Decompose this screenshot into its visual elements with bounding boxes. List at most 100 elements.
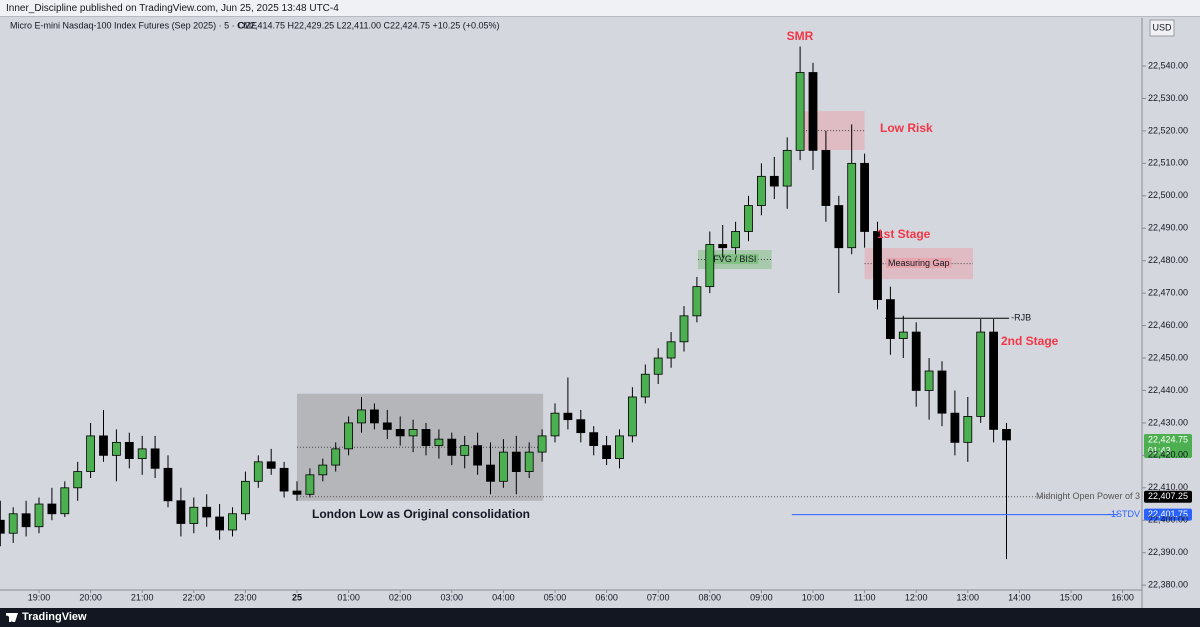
- candle-body: [357, 409, 366, 424]
- x-tick-label: 22:00: [183, 592, 206, 602]
- symbol-title: Micro E-mini Nasdaq-100 Index Futures (S…: [10, 20, 257, 30]
- candle-body: [253, 461, 263, 482]
- candle-body: [408, 428, 418, 437]
- level-label: -RJB: [1011, 313, 1031, 323]
- candle-body: [563, 412, 573, 421]
- x-tick-label: 05:00: [544, 592, 567, 602]
- y-tick-label: 22,400.00: [1148, 515, 1188, 525]
- zone-label-bg: [886, 257, 952, 268]
- candle-body: [989, 331, 998, 430]
- annotation: Low Risk: [880, 121, 933, 135]
- y-tick-label: 22,540.00: [1148, 60, 1188, 70]
- candle-body: [473, 445, 482, 466]
- candle-body: [769, 175, 779, 187]
- x-tick-label: 15:00: [1060, 592, 1083, 602]
- x-tick-label: 08:00: [699, 592, 722, 602]
- candle-body: [305, 474, 315, 495]
- candle-body: [21, 513, 31, 528]
- candle-body: [124, 441, 134, 459]
- chart: FVG / BISI Measuring Gap -RJB Midnight Ope…: [0, 18, 1192, 608]
- candle-body: [911, 331, 921, 391]
- y-tick-label: 22,490.00: [1148, 223, 1188, 233]
- y-tick-label: 22,380.00: [1148, 580, 1188, 590]
- price-tag-bg: [1144, 508, 1192, 521]
- candle-body: [34, 503, 44, 528]
- candle-body: [112, 441, 121, 456]
- candle-body: [834, 205, 844, 249]
- candle-body: [537, 435, 547, 453]
- candle-body: [47, 503, 57, 515]
- annotation: London Low as Original consolidation: [312, 507, 530, 521]
- candle-body: [847, 162, 857, 249]
- candle-body: [86, 435, 95, 472]
- candle-body: [718, 244, 728, 249]
- candle-body: [511, 451, 521, 472]
- candle-body: [692, 286, 702, 317]
- y-tick-label: 22,470.00: [1148, 288, 1188, 298]
- candle-body: [8, 513, 18, 534]
- candle-body: [782, 149, 792, 187]
- candle-body: [885, 299, 895, 339]
- candle-body: [898, 331, 908, 339]
- y-tick-label: 22,430.00: [1148, 417, 1188, 427]
- y-tick-label: 22,460.00: [1148, 320, 1188, 330]
- x-tick-label: 01:00: [337, 592, 360, 602]
- candle-body: [1002, 428, 1011, 441]
- price-tag: 22,407.25: [1148, 491, 1188, 501]
- x-tick-label: 23:00: [234, 592, 257, 602]
- candle-body: [795, 72, 805, 151]
- candle-body: [937, 370, 947, 414]
- candle-body: [189, 506, 199, 524]
- candle-body: [821, 149, 831, 206]
- candle-body: [550, 412, 560, 437]
- candle-body: [627, 396, 637, 437]
- y-tick-label: 22,510.00: [1148, 158, 1188, 168]
- candle-body: [0, 519, 5, 534]
- candle-body: [576, 419, 586, 434]
- candle-body: [279, 467, 289, 492]
- annotation: SMR: [787, 29, 814, 43]
- x-tick-label: 14:00: [1008, 592, 1031, 602]
- candle-body: [318, 464, 328, 476]
- countdown: 01:43: [1148, 445, 1171, 455]
- y-tick-label: 22,420.00: [1148, 450, 1188, 460]
- plot-background: [0, 18, 1142, 590]
- currency[interactable]: USD: [1152, 22, 1172, 32]
- x-tick-label: 11:00: [854, 592, 876, 602]
- publisher-bar: Inner_Discipline published on TradingVie…: [0, 0, 1200, 17]
- quote: O22,414.75 H22,429.25 L22,411.00 C22,424…: [238, 20, 500, 30]
- candle-body: [344, 422, 353, 450]
- x-tick-label: 12:00: [905, 592, 928, 602]
- candle-body: [395, 428, 405, 437]
- candle-body: [241, 480, 250, 515]
- y-tick-label: 22,500.00: [1148, 190, 1188, 200]
- candle-body: [744, 205, 753, 232]
- price-tag: 22,401.75: [1148, 509, 1188, 519]
- candle-body: [756, 175, 766, 206]
- candle-body: [602, 445, 611, 459]
- zone-label: FVG / BISI: [713, 254, 756, 264]
- last-price: 22,424.75: [1148, 434, 1188, 444]
- candle-body: [137, 448, 147, 459]
- x-tick-label: 04:00: [492, 592, 515, 602]
- candle-body: [266, 461, 276, 469]
- x-tick-label: 16:00: [1111, 592, 1134, 602]
- footer-brand: TradingView: [22, 611, 87, 623]
- candle-body: [924, 370, 934, 391]
- footer: TradingView: [0, 608, 1200, 627]
- candle-body: [228, 513, 237, 531]
- candle-body: [950, 412, 960, 443]
- annotation: 1st Stage: [877, 227, 931, 241]
- candle-body: [163, 467, 173, 502]
- currency-box[interactable]: [1149, 19, 1175, 37]
- x-tick-label: 03:00: [441, 592, 464, 602]
- levels: -RJB Midnight Open Power of 3 22,407.25 -1S…: [296, 313, 1192, 521]
- x-tick-label: 02:00: [389, 592, 412, 602]
- x-tick-label: 20:00: [79, 592, 102, 602]
- candle-body: [331, 448, 341, 466]
- candle-body: [215, 516, 224, 531]
- x-tick-label: 25: [292, 592, 302, 602]
- level-label: Midnight Open Power of 3: [1036, 491, 1140, 501]
- x-tick-label: 09:00: [750, 592, 773, 602]
- logo: [6, 613, 18, 622]
